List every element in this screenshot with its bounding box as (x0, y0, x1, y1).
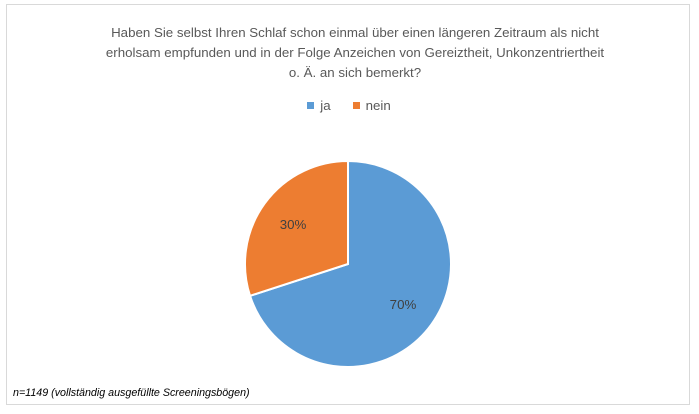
pie-chart: 70% 30% (244, 159, 452, 368)
chart-title-line-2: erholsam empfunden und in der Folge Anze… (105, 45, 605, 60)
legend-label-ja: ja (320, 98, 331, 113)
data-label-nein: 30% (280, 217, 307, 232)
legend-item-nein: nein (352, 98, 391, 113)
legend-swatch-ja (307, 102, 315, 109)
chart-title-line-1: Haben Sie selbst Ihren Schlaf schon einm… (111, 25, 599, 40)
pie-slice-ja (248, 159, 452, 368)
chart-legend: ja nein (7, 98, 691, 113)
legend-swatch-nein (352, 102, 360, 109)
chart-frame: Haben Sie selbst Ihren Schlaf schon einm… (6, 4, 690, 405)
pie-slice-nein (244, 159, 349, 298)
data-label-ja: 70% (390, 297, 417, 312)
chart-title: Haben Sie selbst Ihren Schlaf schon einm… (77, 23, 633, 83)
legend-item-ja: ja (307, 98, 331, 113)
chart-footnote: n=1149 (vollständig ausgefüllte Screenin… (13, 387, 250, 399)
legend-label-nein: nein (365, 98, 391, 113)
chart-title-line-3: o. Ä. an sich bemerkt? (288, 65, 422, 80)
